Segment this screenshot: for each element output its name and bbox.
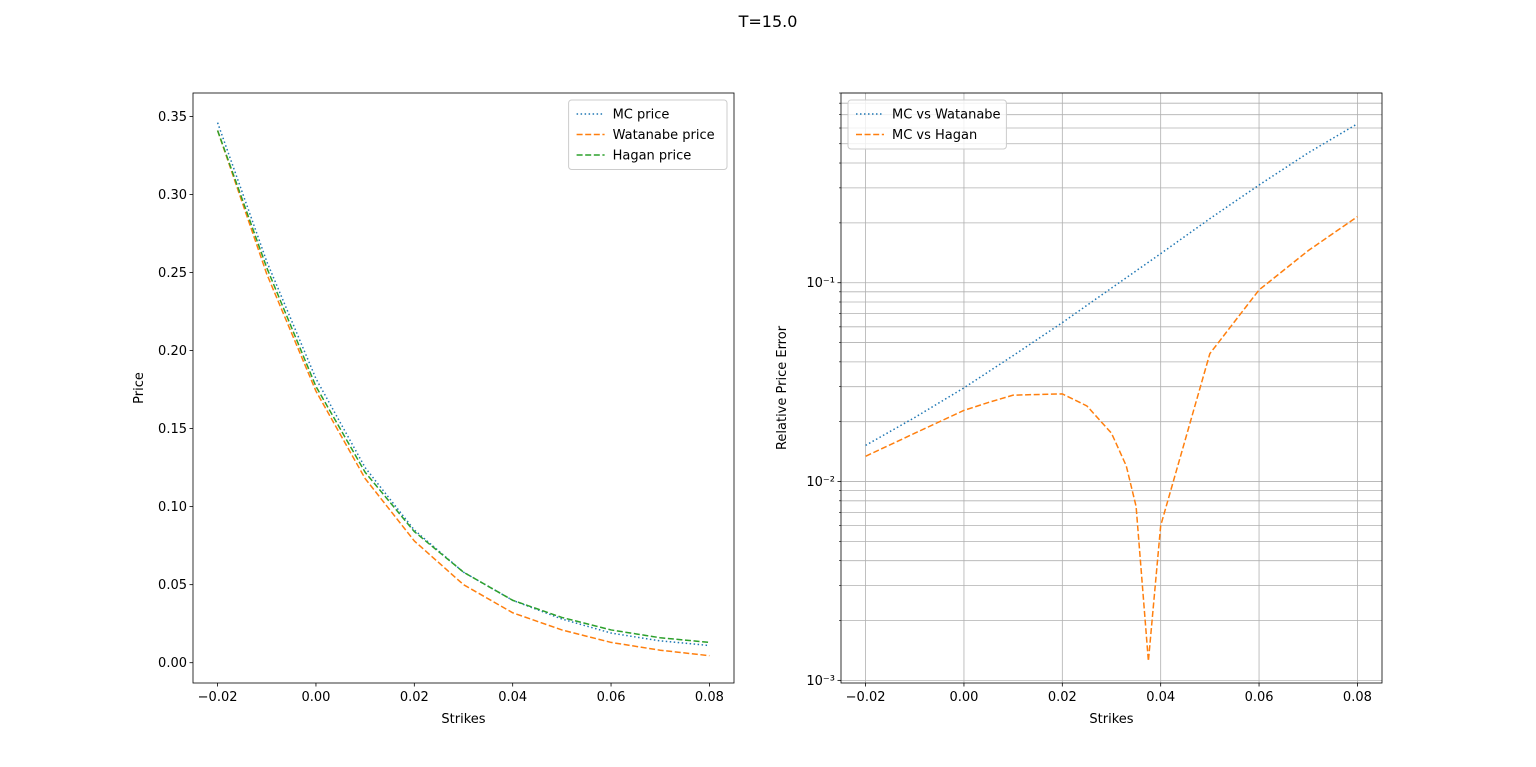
x-tick-label: 0.00 [949, 690, 978, 705]
x-tick-label: 0.00 [301, 690, 330, 705]
x-axis-label: Strikes [1089, 712, 1133, 727]
series-line-2 [865, 216, 1358, 662]
y-axis-label: Price [132, 372, 147, 404]
y-tick-label: 0.15 [158, 422, 187, 437]
x-tick-label: 0.06 [597, 690, 626, 705]
error-chart: −0.02 0.00 0.02 0.04 0.06 0.08 10⁻³ 10⁻² 10⁻¹ Str… [775, 92, 1383, 727]
series-group [216, 122, 710, 657]
x-tick-label: 0.02 [400, 690, 429, 705]
y-tick-label: 10⁻² [806, 475, 835, 490]
y-tick-label: 0.05 [158, 578, 187, 593]
legend-box [568, 99, 728, 170]
x-tick-label: 0.08 [695, 690, 724, 705]
axes-frame [192, 92, 735, 684]
x-tick-label: 0.04 [498, 690, 527, 705]
series-line-1 [865, 123, 1358, 447]
price-chart: −0.02 0.00 0.02 0.04 0.06 0.08 0.00 0.05 0.10 0.1… [132, 92, 735, 727]
legend-label: MC price [613, 108, 670, 123]
legend: MC vs Watanabe MC vs Hagan [847, 99, 1007, 150]
series-group [865, 123, 1358, 662]
y-axis-label: Relative Price Error [775, 325, 790, 450]
y-tick-label: 0.00 [158, 656, 187, 671]
x-tick-label: −0.02 [198, 690, 238, 705]
figure-title: T=15.0 [738, 12, 798, 31]
y-tick-label: 10⁻¹ [806, 276, 835, 291]
legend: MC price Watanabe price Hagan price [568, 99, 728, 170]
series-line-2 [216, 130, 710, 657]
legend-label: Hagan price [613, 149, 692, 164]
legend-label: Watanabe price [613, 128, 715, 143]
x-tick-label: 0.04 [1146, 690, 1175, 705]
y-tick-label: 0.10 [158, 500, 187, 515]
x-axis-label: Strikes [441, 712, 485, 727]
legend-box [847, 99, 1007, 150]
x-tick-label: −0.02 [846, 690, 886, 705]
series-line-3 [216, 130, 710, 644]
axes-frame [840, 92, 1383, 684]
x-tick-label: 0.08 [1343, 690, 1372, 705]
grid [841, 92, 1382, 683]
y-tick-label: 0.20 [158, 344, 187, 359]
y-tick-label: 0.25 [158, 266, 187, 281]
legend-label: MC vs Hagan [892, 128, 977, 143]
x-tick-label: 0.02 [1048, 690, 1077, 705]
y-tick-label: 0.35 [158, 110, 187, 125]
y-tick-label: 10⁻³ [806, 674, 835, 689]
x-tick-label: 0.06 [1245, 690, 1274, 705]
legend-label: MC vs Watanabe [892, 108, 1001, 123]
y-tick-label: 0.30 [158, 188, 187, 203]
series-line-1 [216, 122, 710, 647]
